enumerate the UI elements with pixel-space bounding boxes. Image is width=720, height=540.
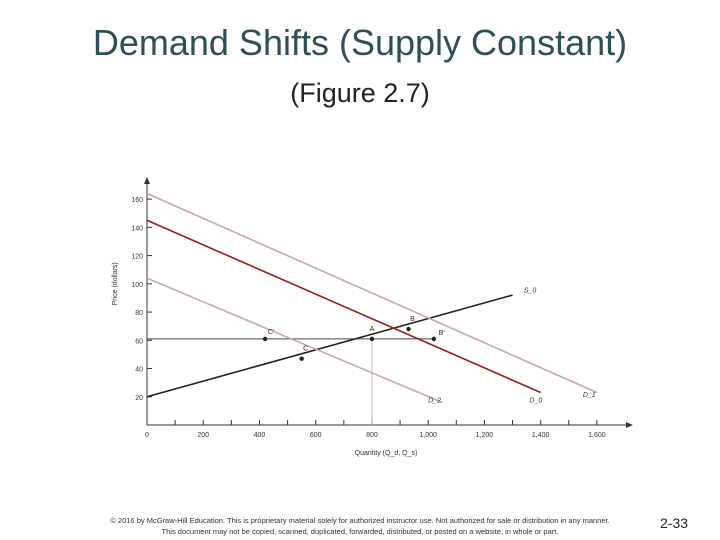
copyright-footer: © 2016 by McGraw-Hill Education. This is… xyxy=(70,515,650,537)
x-tick-label: 200 xyxy=(197,432,209,439)
point-label: A xyxy=(370,326,375,333)
point-label: C xyxy=(303,346,308,353)
x-tick-label: 1,200 xyxy=(476,432,494,439)
x-tick-label: 400 xyxy=(254,432,266,439)
y-tick-label: 140 xyxy=(131,225,143,232)
series-line xyxy=(146,192,598,394)
point-label: C' xyxy=(268,329,274,336)
x-axis-arrow xyxy=(626,422,633,428)
chart-axes: 20 40 60 80 100 120 140 160 0 200 400 600 800 1,000 1,… xyxy=(112,177,633,457)
y-tick-label: 20 xyxy=(135,395,143,402)
x-axis-label: Quantity (Q_d, Q_s) xyxy=(355,450,418,457)
data-point xyxy=(299,356,304,361)
series-label: D_1 xyxy=(583,392,596,399)
series-label: S_0 xyxy=(524,287,537,294)
x-tick-label: 1,000 xyxy=(419,432,437,439)
y-tick-label: 60 xyxy=(135,338,143,345)
y-tick-label: 160 xyxy=(131,197,143,204)
data-point xyxy=(431,336,436,342)
y-axis-arrow xyxy=(144,177,150,184)
footer-line-1: © 2016 by McGraw-Hill Education. This is… xyxy=(110,516,610,525)
x-tick-label: 0 xyxy=(145,432,149,439)
y-tick-label: 120 xyxy=(131,254,143,261)
slide-title: Demand Shifts (Supply Constant) xyxy=(92,22,628,63)
x-tick-label: 1,600 xyxy=(588,432,606,439)
x-tick-label: 600 xyxy=(310,432,322,439)
footer-line-2: This document may not be copied, scanned… xyxy=(161,527,559,536)
x-tick-label: 1,400 xyxy=(532,432,550,439)
y-axis-label: Price (dollars) xyxy=(112,262,119,305)
series-line xyxy=(146,294,513,398)
chart-points xyxy=(262,326,436,361)
data-point xyxy=(406,326,411,332)
slide-subtitle: (Figure 2.7) xyxy=(290,78,430,108)
chart-lines xyxy=(146,192,598,404)
series-line xyxy=(146,219,541,394)
chart-guides xyxy=(147,338,434,425)
data-point xyxy=(262,336,268,342)
series-label: D_0 xyxy=(529,397,542,404)
y-tick-label: 100 xyxy=(131,282,143,289)
page-number: 2-33 xyxy=(660,515,689,531)
point-label: B xyxy=(410,316,415,323)
chart-labels: S_0 D_0 D_1 D_2 A B B' C C' xyxy=(268,287,596,404)
y-tick-label: 40 xyxy=(135,367,143,374)
data-point xyxy=(369,336,375,342)
point-label: B' xyxy=(439,330,445,337)
series-label: D_2 xyxy=(428,397,441,404)
series-line xyxy=(146,277,443,404)
y-tick-label: 80 xyxy=(135,310,143,317)
x-tick-label: 800 xyxy=(366,432,378,439)
